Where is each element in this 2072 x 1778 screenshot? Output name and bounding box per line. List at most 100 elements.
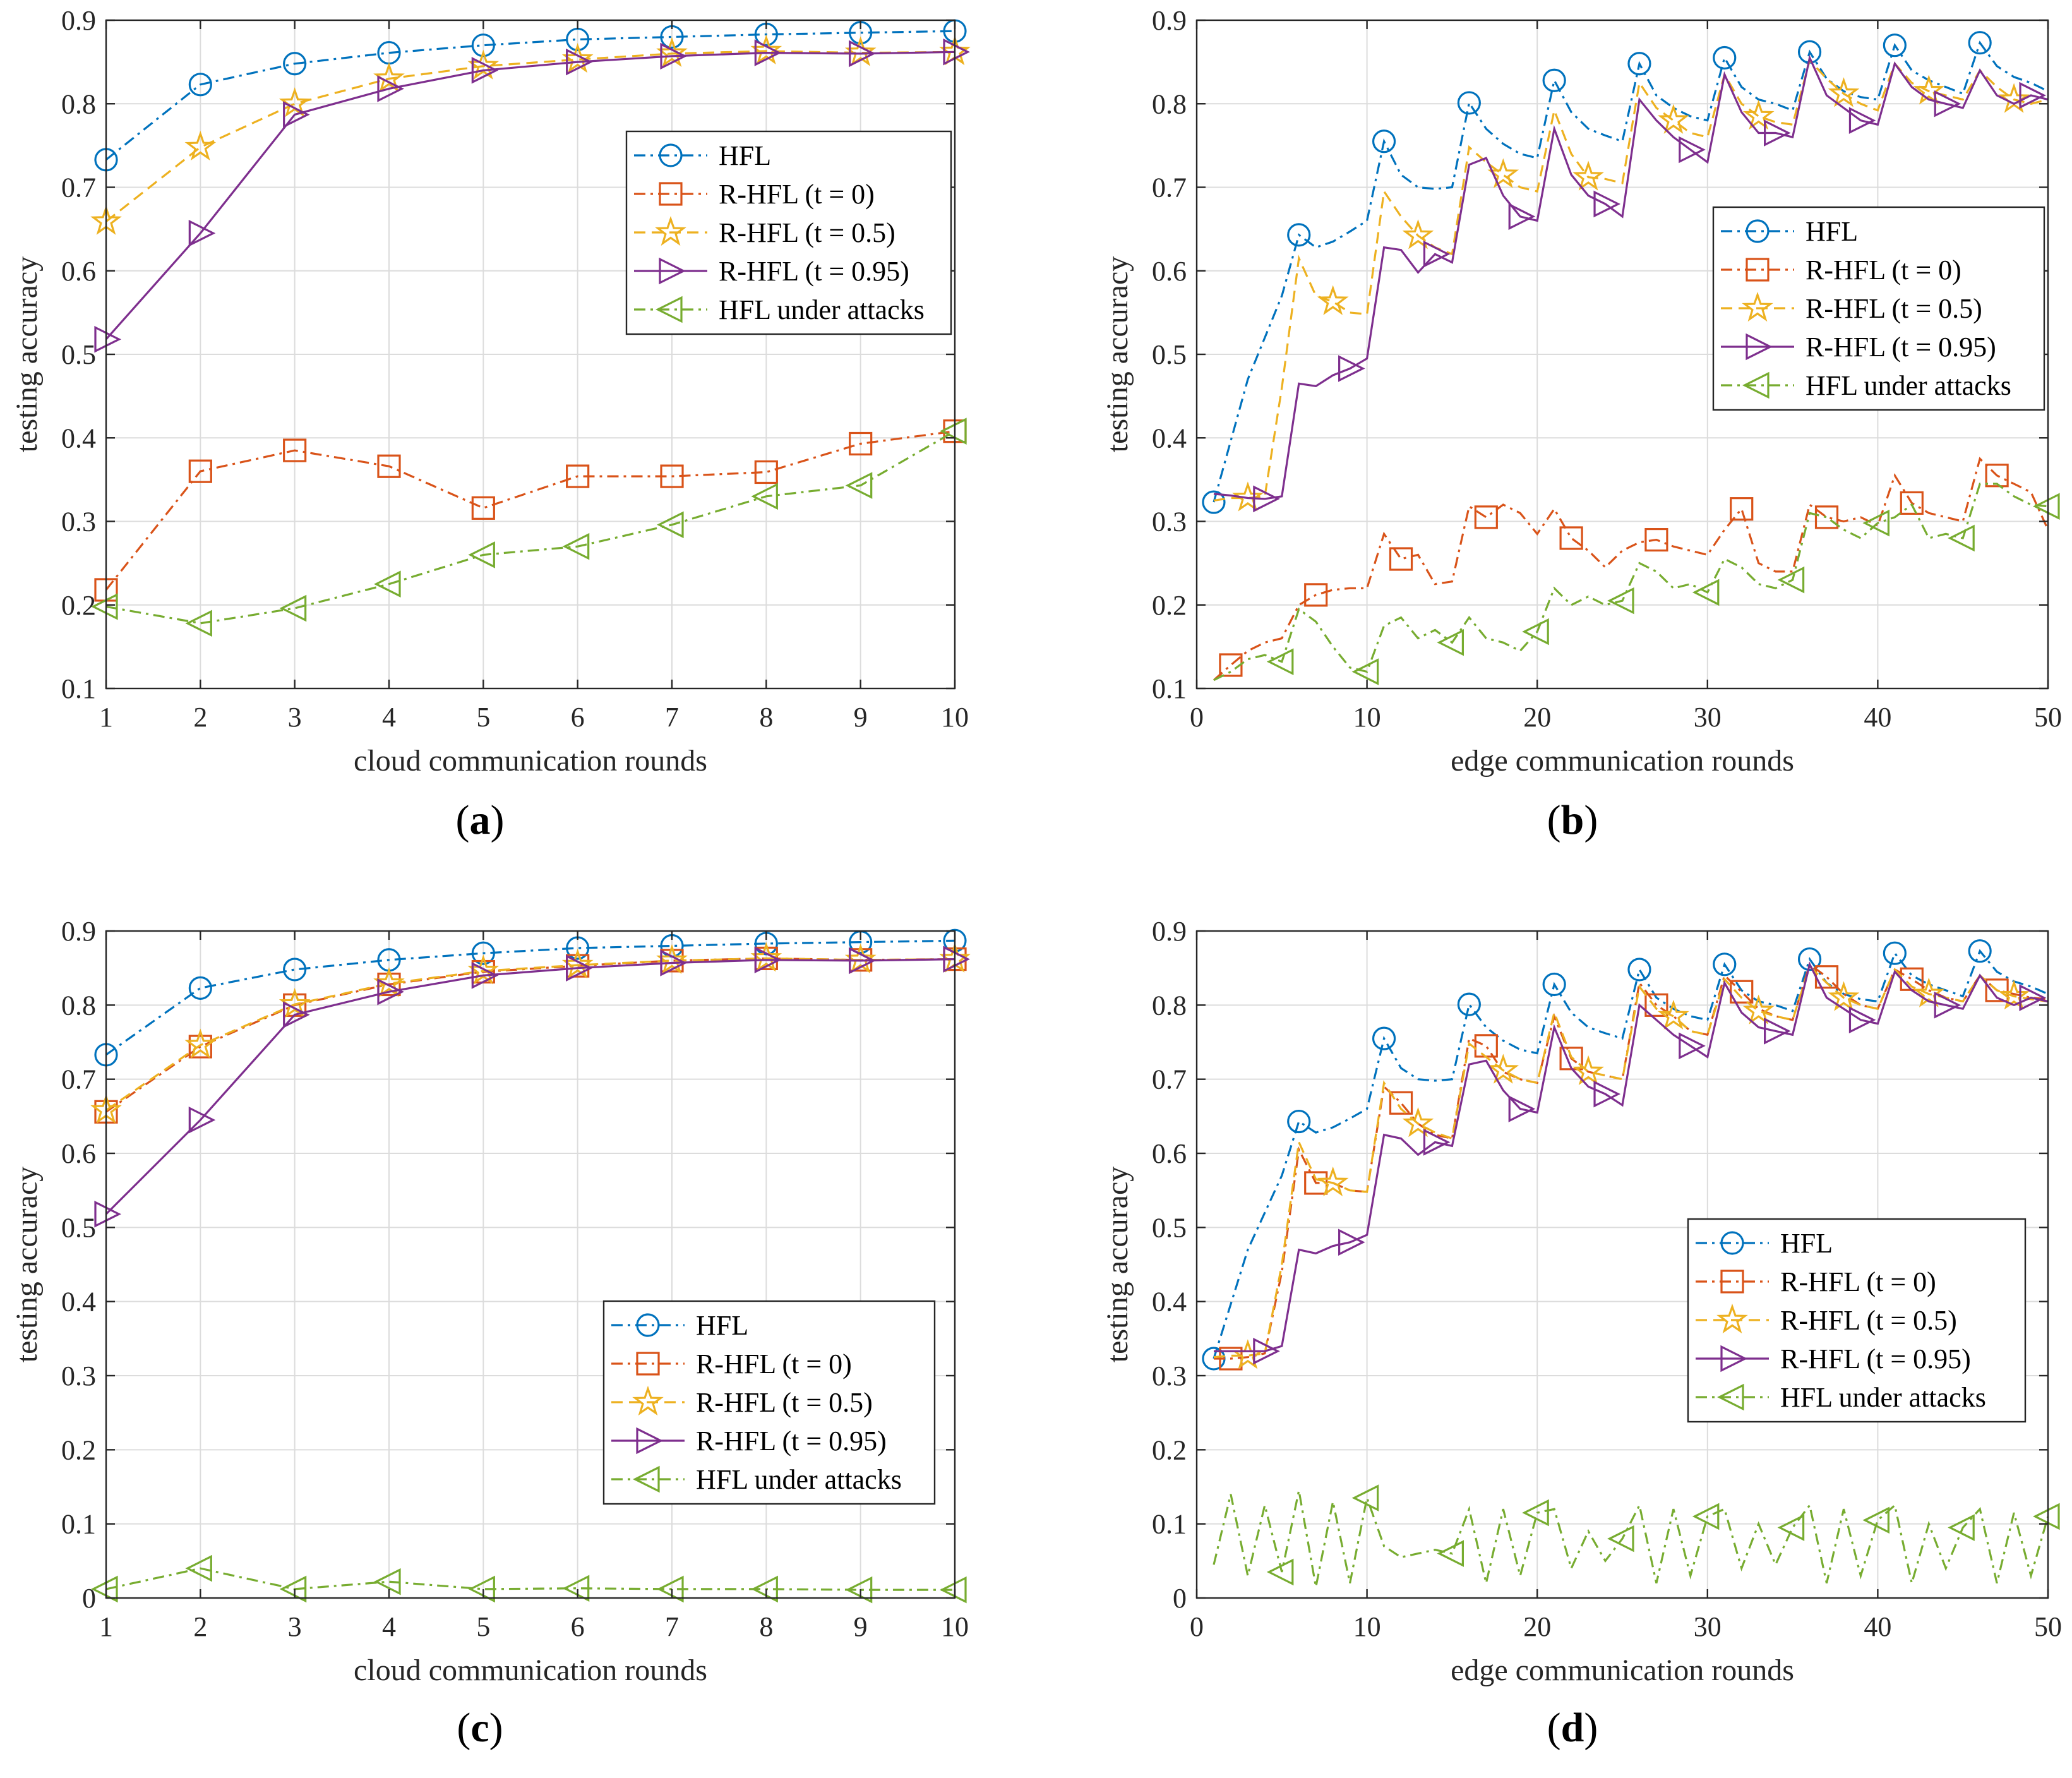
- y-tick-label: 0.6: [1152, 1138, 1187, 1169]
- marker-triangle-right: [188, 1106, 216, 1134]
- marker-star: [1913, 75, 1945, 105]
- marker-triangle-right: [1746, 333, 1773, 361]
- x-tick-label: 7: [665, 1611, 679, 1642]
- series-line: [1213, 58, 2049, 502]
- marker-circle: [1797, 947, 1822, 971]
- marker-triangle-left: [940, 1576, 967, 1604]
- series-line: [1213, 54, 2049, 500]
- series-line: [105, 430, 955, 591]
- series-line: [1213, 483, 2049, 682]
- y-tick-label: 0.2: [1152, 590, 1187, 621]
- marker-triangle-left: [1862, 1506, 1889, 1534]
- marker-circle: [1713, 952, 1737, 976]
- series-line: [1213, 40, 2049, 503]
- y-tick-label: 0.1: [1152, 673, 1187, 704]
- caption-open: (: [456, 797, 470, 843]
- x-axis-label: edge communication rounds: [1451, 744, 1794, 778]
- marker-circle: [1542, 68, 1566, 92]
- marker-triangle-right: [1253, 1337, 1280, 1365]
- marker-triangle-left: [2033, 493, 2060, 520]
- marker-triangle-right: [636, 1427, 663, 1455]
- marker-circle: [471, 941, 495, 965]
- marker-star: [844, 943, 877, 973]
- x-tick-label: 6: [571, 1611, 585, 1642]
- marker-triangle-right: [1679, 1032, 1706, 1060]
- series-line: [1213, 964, 2049, 1359]
- marker-triangle-right: [471, 962, 499, 989]
- legend: HFL R-HFL (t = 0) R-HFL (t = 0.5) R-HFL (t …: [1712, 206, 2045, 411]
- x-tick-label: 1: [99, 702, 113, 733]
- marker-circle: [283, 958, 307, 982]
- legend-label: HFL: [719, 140, 771, 171]
- y-axis-label: testing accuracy: [10, 256, 44, 453]
- marker-triangle-left: [185, 610, 212, 637]
- axes-frame: [105, 930, 956, 1599]
- y-tick-label: 0.9: [61, 5, 96, 36]
- marker-square: [1389, 547, 1413, 571]
- y-tick-label: 0.5: [61, 1212, 96, 1243]
- caption-open: (: [1547, 797, 1561, 843]
- x-tick-label: 2: [193, 702, 207, 733]
- y-tick-label: 0.5: [1152, 339, 1187, 370]
- marker-star: [1828, 77, 1860, 107]
- legend-label: HFL under attacks: [1806, 370, 2011, 401]
- x-tick-label: 1: [99, 1611, 113, 1642]
- marker-triangle-right: [1679, 136, 1706, 164]
- y-tick-label: 0.4: [1152, 423, 1187, 454]
- series-line: [105, 30, 955, 161]
- x-tick-label: 3: [288, 1611, 302, 1642]
- x-tick-label: 10: [1353, 1611, 1381, 1642]
- y-tick-label: 0.6: [1152, 256, 1187, 287]
- marker-square: [1746, 258, 1770, 282]
- y-axis-label: testing accuracy: [10, 1167, 44, 1363]
- marker-triangle-left: [1522, 618, 1549, 646]
- x-tick-label: 0: [1190, 702, 1204, 733]
- y-tick-label: 0.3: [61, 1361, 96, 1391]
- marker-square: [1730, 497, 1754, 521]
- marker-star: [750, 34, 782, 65]
- marker-star: [278, 988, 311, 1018]
- legend: HFL R-HFL (t = 0) R-HFL (t = 0.5) R-HFL (t …: [602, 1300, 936, 1505]
- marker-triangle-right: [659, 257, 686, 285]
- series-line: [1213, 1490, 2049, 1587]
- series-line: [105, 1567, 955, 1591]
- marker-triangle-right: [1593, 190, 1621, 218]
- panel-caption: (c): [457, 1705, 503, 1751]
- panel-caption: (b): [1547, 797, 1598, 843]
- x-tick-label: 30: [1694, 702, 1722, 733]
- y-tick-label: 0.5: [1152, 1212, 1187, 1243]
- marker-star: [1658, 999, 1689, 1030]
- x-tick-label: 50: [2034, 1611, 2062, 1642]
- marker-triangle-left: [562, 1575, 590, 1602]
- caption-open: (: [457, 1705, 470, 1751]
- marker-square: [1389, 1091, 1413, 1115]
- marker-star: [184, 1028, 217, 1059]
- y-tick-label: 0.2: [61, 590, 96, 621]
- marker-triangle-right: [1338, 1228, 1365, 1256]
- marker-star: [1913, 977, 1945, 1007]
- marker-triangle-right: [377, 978, 404, 1006]
- marker-star: [1742, 291, 1773, 322]
- marker-triangle-right: [1508, 203, 1536, 231]
- chart-panel-d: 0 10 20 30 40 50 0 0.1 0.2 0.3 0.4 0.5 0.6 0.7 0.8 0.9 e…: [1101, 916, 2062, 1751]
- marker-triangle-left: [1351, 658, 1379, 685]
- marker-square: [188, 1035, 212, 1059]
- marker-triangle-left: [1266, 1558, 1294, 1586]
- legend-label: R-HFL (t = 0.5): [1806, 293, 1982, 324]
- marker-square: [1814, 505, 1839, 529]
- marker-star: [656, 37, 688, 68]
- marker-star: [1998, 980, 2030, 1010]
- legend-label: R-HFL (t = 0.5): [1780, 1305, 1957, 1336]
- marker-square: [1985, 978, 2009, 1002]
- marker-square: [636, 1352, 660, 1376]
- marker-triangle-left: [1717, 1383, 1744, 1411]
- marker-star: [1317, 285, 1349, 315]
- x-axis-label: edge communication rounds: [1451, 1654, 1794, 1687]
- y-axis-label: testing accuracy: [1101, 1167, 1134, 1363]
- marker-square: [1985, 464, 2009, 488]
- marker-square: [754, 460, 778, 484]
- y-tick-label: 0.8: [61, 88, 96, 119]
- marker-star: [561, 43, 594, 73]
- marker-triangle-right: [849, 947, 876, 975]
- marker-star: [373, 62, 405, 92]
